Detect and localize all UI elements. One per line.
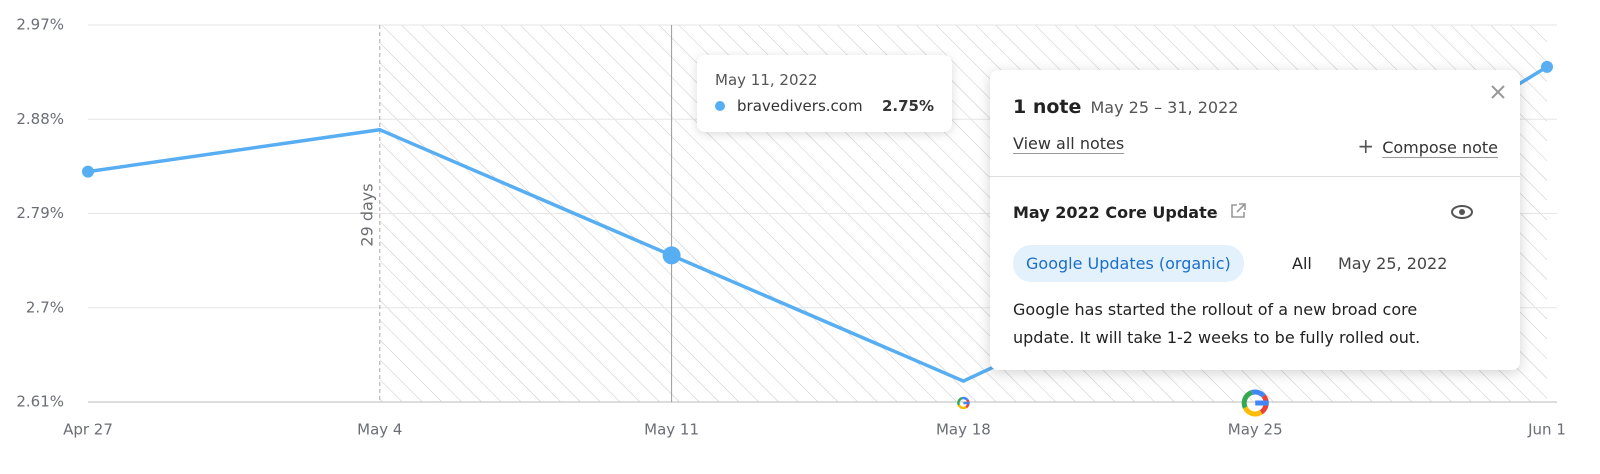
tooltip-row: bravedivers.com 2.75%	[715, 97, 934, 115]
x-tick-label: Jun 1	[1527, 421, 1566, 439]
external-link[interactable]	[1229, 202, 1247, 220]
note-title-text: May 2022 Core Update	[1013, 203, 1218, 222]
google-icon-arc	[1241, 389, 1269, 417]
google-icon-arc	[1241, 389, 1269, 417]
data-point	[82, 165, 94, 178]
note-tag[interactable]: Google Updates (organic)	[1013, 245, 1244, 282]
y-tick-label: 2.79%	[16, 204, 64, 222]
y-tick-label: 2.61%	[16, 393, 64, 411]
note-text: Google has started the rollout of a new …	[1013, 300, 1421, 347]
note-date: May 25, 2022	[1338, 254, 1448, 273]
y-tick-label: 2.7%	[26, 298, 64, 316]
x-tick-label: Apr 27	[63, 421, 113, 439]
tooltip: May 11, 2022 bravedivers.com 2.75%	[697, 55, 952, 132]
tooltip-date: May 11, 2022	[715, 71, 818, 89]
note-popup: 1 note May 25 – 31, 2022 View all notes …	[990, 70, 1520, 370]
divider	[990, 176, 1520, 177]
google-icon	[1241, 389, 1269, 417]
google-icon-arc	[957, 396, 970, 410]
note-scope: All	[1292, 254, 1312, 273]
data-point	[1541, 60, 1553, 73]
x-tick-label: May 18	[936, 421, 991, 439]
compose-label[interactable]: Compose note	[1382, 138, 1498, 157]
google-icon	[957, 396, 970, 410]
google-icon-arc	[957, 396, 970, 410]
y-tick-label: 2.88%	[16, 110, 64, 128]
y-tick-label: 2.97%	[16, 16, 64, 34]
eye-icon[interactable]	[1450, 204, 1474, 220]
note-header: 1 note May 25 – 31, 2022	[1013, 96, 1238, 118]
note-count: 1 note	[1013, 96, 1082, 118]
x-tick-label: May 25	[1228, 421, 1283, 439]
tooltip-value: 2.75%	[881, 97, 934, 115]
view-all-notes[interactable]: View all notes	[1013, 134, 1125, 153]
note-range: May 25 – 31, 2022	[1090, 98, 1239, 117]
data-point	[662, 246, 681, 265]
tooltip-dot	[715, 101, 725, 111]
x-tick-label: May 4	[357, 421, 402, 439]
note-title: May 2022 Core Update	[1013, 202, 1247, 222]
google-icon-arc	[1241, 389, 1269, 417]
x-tick-label: May 11	[644, 421, 699, 439]
close-button[interactable]	[1490, 84, 1506, 100]
tooltip-series: bravedivers.com	[737, 97, 863, 115]
range-annotation: 29 days	[357, 183, 376, 246]
google-icon-arc	[957, 396, 970, 410]
compose-note[interactable]: + Compose note	[1357, 134, 1498, 158]
